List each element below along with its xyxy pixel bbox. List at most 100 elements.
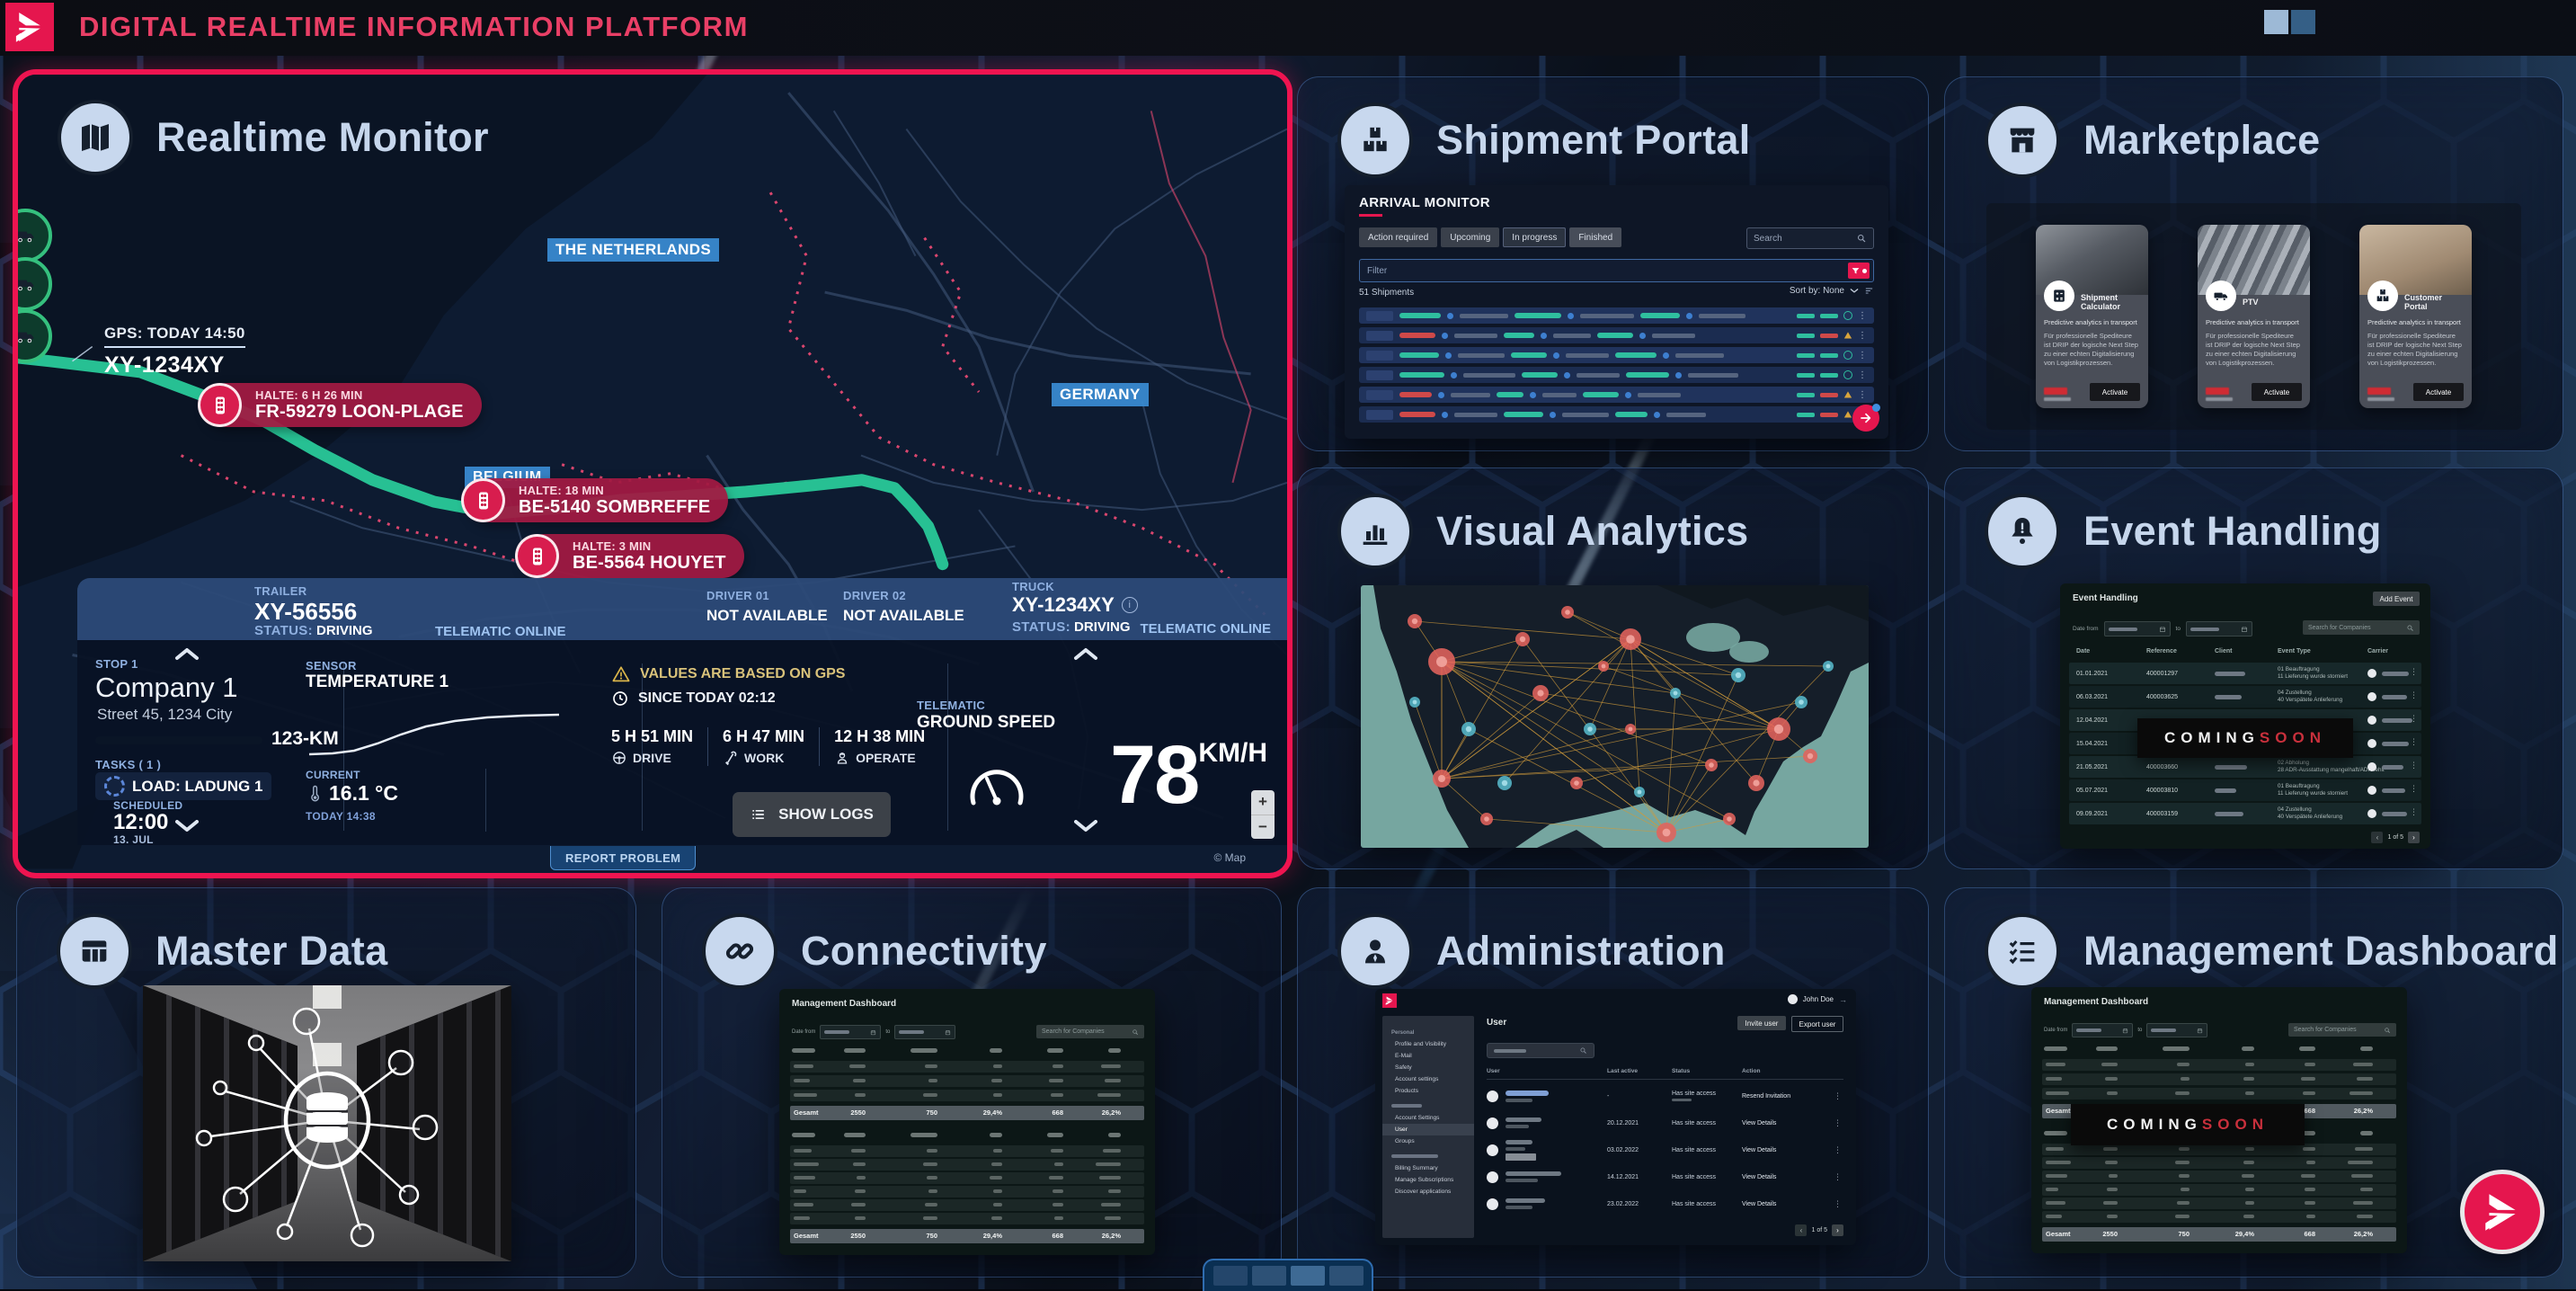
data-row[interactable] <box>790 1061 1144 1073</box>
action-link[interactable]: View Details <box>1742 1173 1777 1180</box>
tab-upcoming[interactable]: Upcoming <box>1441 227 1500 247</box>
sidebar-item-account-settings[interactable]: Account Settings <box>1395 1115 1440 1121</box>
next-page-button[interactable]: › <box>1832 1224 1843 1236</box>
row-menu-icon[interactable]: ⋮ <box>2410 714 2418 723</box>
row-menu-icon[interactable]: ⋮ <box>1858 369 1867 380</box>
sidebar-item-billing-summary[interactable]: Billing Summary <box>1395 1165 1438 1171</box>
company-search-input[interactable]: Search for Companies <box>2288 1023 2396 1037</box>
company-search-input[interactable]: Search for Companies <box>1036 1025 1144 1038</box>
sidebar-item-profile-and-visibility[interactable]: Profile and Visibility <box>1395 1041 1447 1047</box>
shipment-row[interactable]: ⋮ <box>1359 406 1874 423</box>
event-row[interactable]: 21.05.2021 400003660 02 Abholung 28 ADR-Aus… <box>2069 756 2421 778</box>
row-menu-icon[interactable]: ⋮ <box>1834 1171 1842 1181</box>
tile-administration[interactable]: Administration John Doe → Personal Profil… <box>1297 887 1929 1278</box>
expand-stop-chevron-icon[interactable] <box>173 819 200 833</box>
data-row[interactable] <box>2042 1157 2396 1169</box>
export-user-button[interactable]: Export user <box>1791 1016 1843 1032</box>
data-row[interactable] <box>790 1186 1144 1198</box>
tab-finished[interactable]: Finished <box>1569 227 1622 247</box>
data-row[interactable] <box>790 1172 1144 1184</box>
user-row[interactable]: - Has site access Resend Invitation ⋮ <box>1487 1082 1843 1109</box>
data-row[interactable] <box>790 1145 1144 1157</box>
data-row[interactable] <box>2042 1073 2396 1085</box>
drip-fab-button[interactable] <box>2465 1174 2540 1250</box>
tile-master-data[interactable]: Master Data <box>16 887 636 1278</box>
tile-marketplace[interactable]: Marketplace Shipment Calculator Predictiv… <box>1944 76 2563 451</box>
data-row[interactable] <box>790 1213 1144 1224</box>
data-row[interactable] <box>790 1075 1144 1087</box>
tile-shipment-portal[interactable]: Shipment Portal ARRIVAL MONITOR Action r… <box>1297 76 1929 451</box>
action-link[interactable]: View Details <box>1742 1146 1777 1153</box>
date-to-input[interactable] <box>894 1025 956 1039</box>
sidebar-item-discover-applications[interactable]: Discover applications <box>1395 1189 1452 1195</box>
sidebar-item-safety[interactable]: Safety <box>1395 1064 1412 1071</box>
row-menu-icon[interactable]: ⋮ <box>1858 330 1867 341</box>
row-menu-icon[interactable]: ⋮ <box>2410 690 2418 699</box>
row-menu-icon[interactable]: ⋮ <box>1858 350 1867 361</box>
sidebar-item-account-settings[interactable]: Account settings <box>1395 1076 1439 1082</box>
date-from-input[interactable] <box>2103 621 2171 637</box>
row-menu-icon[interactable]: ⋮ <box>1858 310 1867 321</box>
tab-in-progress[interactable]: In progress <box>1503 227 1567 247</box>
filter-icon[interactable] <box>1848 263 1870 279</box>
row-menu-icon[interactable]: ⋮ <box>2410 761 2418 770</box>
collapse-stop-chevron-icon[interactable] <box>173 646 200 661</box>
action-link[interactable]: View Details <box>1742 1119 1777 1126</box>
user-row[interactable]: 20.12.2021 Has site access View Details ⋮ <box>1487 1109 1843 1136</box>
stop-pill-sombreffe[interactable]: HALTE: 18 MIN BE-5140 SOMBREFFE <box>461 478 729 522</box>
user-row[interactable]: 03.02.2022 Has site access View Details ⋮ <box>1487 1136 1843 1163</box>
task-item[interactable]: LOAD: LADUNG 1 <box>95 772 272 800</box>
tile-visual-analytics[interactable]: Visual Analytics <box>1297 467 1929 869</box>
prev-page-button[interactable]: ‹ <box>2371 832 2384 843</box>
date-to-input[interactable] <box>2146 1023 2208 1037</box>
data-row[interactable] <box>790 1199 1144 1211</box>
collapse-telematic-chevron-icon[interactable] <box>1072 646 1099 661</box>
sidebar-item-products[interactable]: Products <box>1395 1088 1419 1094</box>
activate-button[interactable]: Activate <box>2252 383 2302 401</box>
tile-connectivity[interactable]: Connectivity Management Dashboard Date f… <box>662 887 1282 1278</box>
event-row[interactable]: 06.03.2021 400003625 04 Zustellung 40 Versp… <box>2069 686 2421 708</box>
tab-action-required[interactable]: Action required <box>1359 227 1438 247</box>
marketplace-card-shipment-calculator[interactable]: Shipment Calculator Predictive analytics … <box>2036 225 2148 408</box>
data-row[interactable] <box>2042 1211 2396 1223</box>
data-row[interactable] <box>790 1090 1144 1101</box>
data-row[interactable] <box>2042 1184 2396 1196</box>
show-logs-button[interactable]: SHOW LOGS <box>733 792 891 837</box>
row-menu-icon[interactable]: ⋮ <box>1834 1117 1842 1127</box>
logout-arrow-icon[interactable]: → <box>1839 994 1847 1004</box>
user-row[interactable]: 23.02.2022 Has site access View Details ⋮ <box>1487 1190 1843 1217</box>
sidebar-item-groups[interactable]: Groups <box>1395 1138 1415 1144</box>
activate-button[interactable]: Activate <box>2090 383 2140 401</box>
sidebar-item-user[interactable]: User <box>1382 1124 1474 1135</box>
filter-bar[interactable]: Filter <box>1359 259 1874 282</box>
zoom-in-button[interactable]: + <box>1251 790 1275 815</box>
user-search-input[interactable] <box>1487 1043 1594 1058</box>
date-from-input[interactable] <box>820 1025 882 1039</box>
stop-pill-houyet[interactable]: HALTE: 3 MIN BE-5564 HOUYET <box>515 534 744 578</box>
account-menu[interactable]: John Doe → <box>1787 994 1847 1004</box>
prev-page-button[interactable]: ‹ <box>1795 1224 1808 1236</box>
date-from-input[interactable] <box>2072 1023 2134 1037</box>
row-menu-icon[interactable]: ⋮ <box>2410 807 2418 816</box>
shipment-row[interactable]: ⋮ <box>1359 307 1874 324</box>
activate-button[interactable]: Activate <box>2413 383 2464 401</box>
row-menu-icon[interactable]: ⋮ <box>1834 1198 1842 1208</box>
data-row[interactable] <box>2042 1144 2396 1155</box>
shipment-row[interactable]: ⋮ <box>1359 347 1874 363</box>
expand-telematic-chevron-icon[interactable] <box>1072 819 1099 833</box>
event-row[interactable]: 09.09.2021 400003159 04 Zustellung 40 Versp… <box>2069 803 2421 824</box>
report-problem-button[interactable]: REPORT PROBLEM <box>550 846 697 870</box>
company-search-input[interactable]: Search for Companies <box>2303 620 2420 635</box>
tile-event-handling[interactable]: Event Handling Event Handling Add Event … <box>1944 467 2563 869</box>
invite-user-button[interactable]: Invite user <box>1737 1016 1786 1030</box>
data-row[interactable] <box>2042 1088 2396 1100</box>
date-to-input[interactable] <box>2185 621 2252 637</box>
tile-management-dashboard[interactable]: Management Dashboard Management Dashboar… <box>1944 887 2563 1278</box>
bottom-dock[interactable] <box>1203 1259 1373 1291</box>
sort-control[interactable]: Sort by: None <box>1790 286 1874 296</box>
shipment-next-button[interactable] <box>1852 404 1880 432</box>
stop-pill-loon-plage[interactable]: HALTE: 6 H 26 MIN FR-59279 LOON-PLAGE <box>198 383 482 427</box>
sidebar-item-manage-subscriptions[interactable]: Manage Subscriptions <box>1395 1177 1454 1183</box>
tile-realtime-monitor[interactable]: Realtime Monitor THE NETHERLANDS BELGIUM… <box>13 69 1292 878</box>
shipment-row[interactable]: ⋮ <box>1359 327 1874 343</box>
